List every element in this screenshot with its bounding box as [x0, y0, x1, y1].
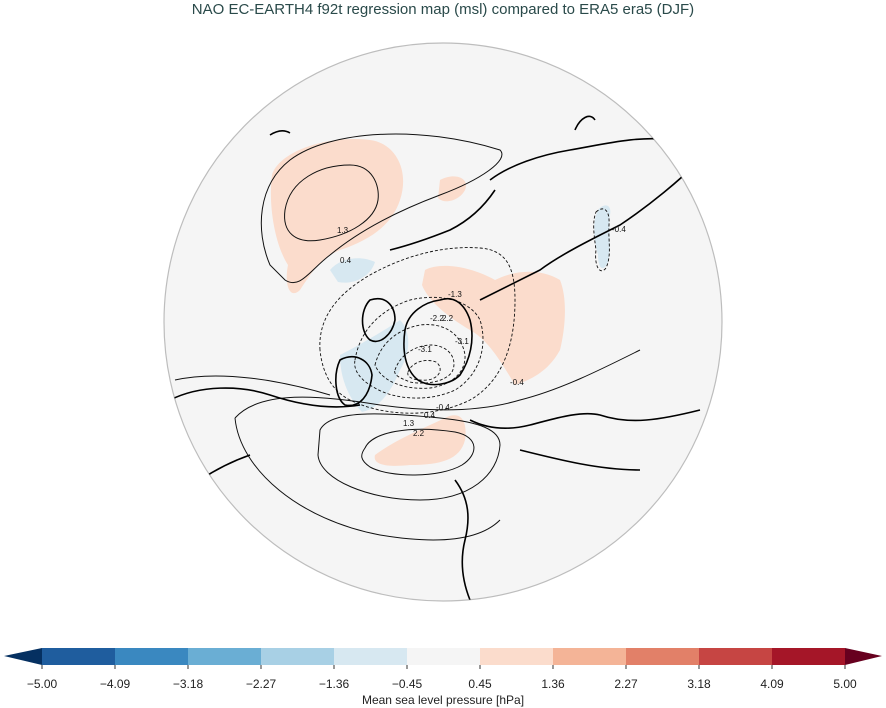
colorbar-tick: 5.00 — [833, 677, 857, 691]
colorbar — [4, 648, 882, 669]
svg-text:-2.2: -2.2 — [430, 314, 444, 323]
svg-text:-1.3: -1.3 — [448, 290, 462, 299]
colorbar-tick: −4.09 — [99, 677, 131, 691]
svg-text:-3.1: -3.1 — [455, 337, 469, 346]
colorbar-tick: −3.18 — [172, 677, 204, 691]
colorbar-tick: −5.00 — [26, 677, 58, 691]
svg-text:1.3: 1.3 — [337, 226, 349, 235]
colorbar-tick: 1.36 — [541, 677, 565, 691]
contour-lines — [174, 133, 641, 541]
chart-title: NAO EC-EARTH4 f92t regression map (msl) … — [191, 1, 695, 18]
svg-text:-0.4: -0.4 — [510, 378, 524, 387]
polar-map: 1.3 0.4 -1.3 -2.2 2.2 -3.1 -3.1 -0.4 0.4… — [163, 42, 723, 602]
svg-text:0.4: 0.4 — [424, 411, 436, 420]
colorbar-label: Mean sea level pressure [hPa] — [361, 693, 525, 707]
svg-text:2.2: 2.2 — [442, 314, 454, 323]
contour-labels: 1.3 0.4 -1.3 -2.2 2.2 -3.1 -3.1 -0.4 0.4… — [337, 225, 626, 438]
positive-anomaly-shading — [270, 139, 565, 466]
svg-text:-3.1: -3.1 — [418, 345, 432, 354]
svg-text:0.4: 0.4 — [340, 256, 352, 265]
colorbar-tick: 2.27 — [614, 677, 638, 691]
svg-text:2.2: 2.2 — [413, 429, 425, 438]
colorbar-extend-high — [845, 648, 882, 665]
svg-text:1.3: 1.3 — [403, 419, 415, 428]
colorbar-tick: 4.09 — [760, 677, 784, 691]
colorbar-tick: 3.18 — [687, 677, 711, 691]
svg-text:-0.4: -0.4 — [436, 403, 450, 412]
colorbar-tick: −2.27 — [245, 677, 277, 691]
negative-anomaly-shading — [330, 205, 611, 412]
colorbar-tick: −1.36 — [318, 677, 350, 691]
colorbar-extend-low — [4, 648, 42, 665]
colorbar-tick: 0.45 — [468, 677, 492, 691]
coastlines — [169, 115, 701, 601]
svg-text:-0.4: -0.4 — [612, 225, 626, 234]
colorbar-tick: −0.45 — [391, 677, 423, 691]
